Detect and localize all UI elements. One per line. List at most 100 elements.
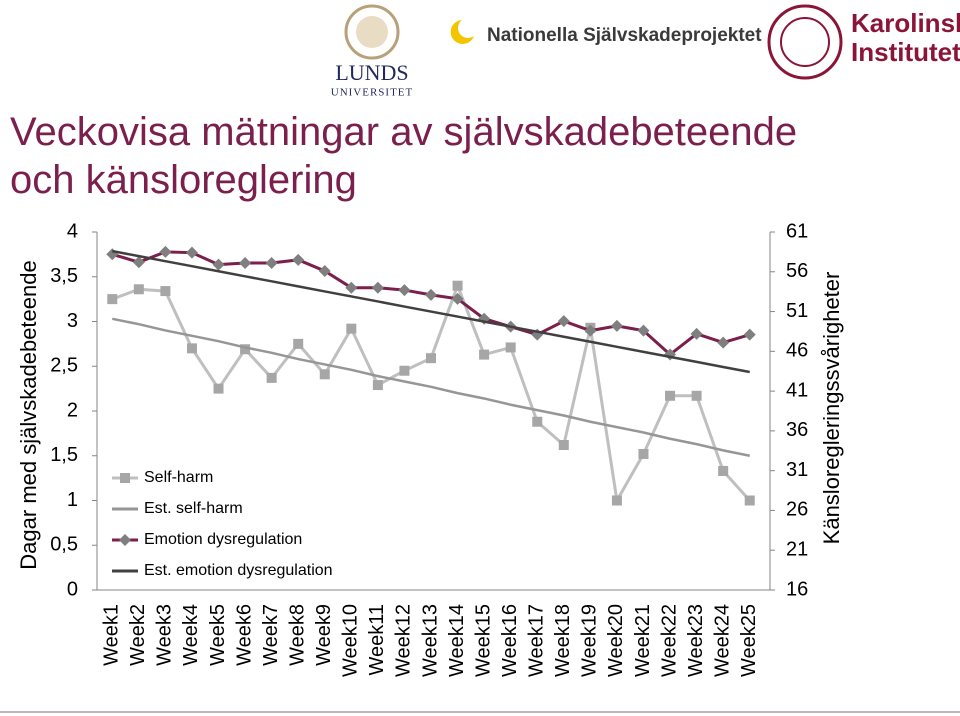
marker xyxy=(106,248,119,261)
marker xyxy=(399,365,410,376)
marker xyxy=(505,342,516,353)
y-tick-label: 1,5 xyxy=(50,444,78,466)
x-tick-label: Week8 xyxy=(286,604,308,666)
marker xyxy=(584,324,597,337)
x-tick-label: Week9 xyxy=(313,604,335,666)
y-tick-label: 4 xyxy=(67,220,78,242)
marker xyxy=(718,465,729,476)
y-tick-label: 2,5 xyxy=(50,355,78,377)
marker xyxy=(479,349,490,360)
marker xyxy=(690,327,703,340)
y2-axis-title: Känsloregleringssvårigheter xyxy=(819,272,844,545)
legend-label: Emotion dysregulation xyxy=(144,531,302,548)
marker xyxy=(557,315,570,328)
marker xyxy=(610,319,623,332)
marker xyxy=(372,380,383,391)
ki-name: Karolinska xyxy=(851,8,960,38)
marker xyxy=(318,264,331,277)
y2-tick-label: 46 xyxy=(786,340,808,362)
legend-label: Est. self-harm xyxy=(144,500,243,517)
x-tick-label: Week7 xyxy=(260,604,282,666)
y2-tick-label: 41 xyxy=(786,379,808,401)
lund-subname: UNIVERSITET xyxy=(331,87,414,99)
y-tick-label: 3 xyxy=(67,310,78,332)
ki-seal-inner xyxy=(780,17,830,67)
x-tick-label: Week24 xyxy=(711,604,733,677)
marker xyxy=(293,338,304,349)
x-tick-label: Week16 xyxy=(499,604,521,677)
marker xyxy=(451,292,464,305)
lund-seal-inner xyxy=(356,16,388,48)
marker xyxy=(239,257,252,270)
marker xyxy=(213,383,224,394)
y2-tick-label: 16 xyxy=(786,578,808,600)
marker xyxy=(425,288,437,301)
marker xyxy=(240,344,251,355)
y-axis-title: Dagar med självskadebeteende xyxy=(16,260,41,569)
y-tick-label: 1 xyxy=(67,489,78,511)
project-name: Nationella Självskadeprojektet xyxy=(487,25,762,46)
ki-name: Institutet xyxy=(851,37,960,67)
x-tick-label: Week13 xyxy=(419,604,441,677)
marker xyxy=(532,416,543,427)
y-tick-label: 0,5 xyxy=(50,534,78,556)
marker xyxy=(319,369,330,380)
marker xyxy=(371,281,384,294)
marker xyxy=(452,280,463,291)
marker xyxy=(292,253,305,266)
series-line xyxy=(112,249,750,374)
x-tick-label: Week19 xyxy=(579,604,601,677)
marker xyxy=(345,281,358,294)
x-tick-label: Week23 xyxy=(685,604,707,677)
x-tick-label: Week2 xyxy=(127,604,149,666)
x-tick-label: Week25 xyxy=(738,604,760,677)
marker xyxy=(185,246,198,259)
marker xyxy=(159,245,172,258)
x-tick-label: Week17 xyxy=(526,604,548,677)
marker xyxy=(717,336,730,349)
y2-tick-label: 36 xyxy=(786,419,808,441)
x-tick-label: Week14 xyxy=(446,604,468,677)
marker xyxy=(665,390,676,401)
x-tick-label: Week20 xyxy=(605,604,627,677)
x-tick-label: Week5 xyxy=(207,604,229,666)
legend-label: Self-harm xyxy=(144,469,213,486)
ki-seal xyxy=(767,4,843,80)
x-tick-label: Week15 xyxy=(472,604,494,677)
marker xyxy=(426,353,436,364)
marker xyxy=(265,257,278,270)
slide-title: Veckovisa mätningar av självskadebeteend… xyxy=(10,110,798,202)
marker xyxy=(212,258,225,271)
marker xyxy=(558,440,569,451)
x-tick-label: Week12 xyxy=(393,604,415,677)
y2-tick-label: 61 xyxy=(786,220,808,242)
lund-seal xyxy=(344,4,400,60)
y-tick-label: 0 xyxy=(67,578,78,600)
x-tick-label: Week10 xyxy=(340,604,362,677)
project-logo xyxy=(450,20,474,44)
x-tick-label: Week4 xyxy=(180,604,202,666)
marker xyxy=(638,448,649,459)
marker xyxy=(637,324,650,337)
y2-tick-label: 21 xyxy=(786,539,808,561)
y2-tick-label: 26 xyxy=(786,499,808,521)
series-line xyxy=(112,317,750,457)
lund-name: LUNDS xyxy=(335,60,408,85)
marker xyxy=(398,284,411,297)
x-tick-label: Week1 xyxy=(101,604,123,666)
marker xyxy=(611,495,622,506)
y2-tick-label: 31 xyxy=(786,459,808,481)
marker xyxy=(186,343,197,354)
x-tick-label: Week6 xyxy=(233,604,255,666)
marker xyxy=(266,372,277,383)
marker xyxy=(160,286,171,297)
x-tick-label: Week18 xyxy=(552,604,574,677)
y2-tick-label: 56 xyxy=(786,260,808,282)
marker xyxy=(120,473,130,483)
marker xyxy=(744,495,755,506)
marker xyxy=(107,294,118,305)
marker xyxy=(346,323,357,334)
marker xyxy=(132,256,145,269)
